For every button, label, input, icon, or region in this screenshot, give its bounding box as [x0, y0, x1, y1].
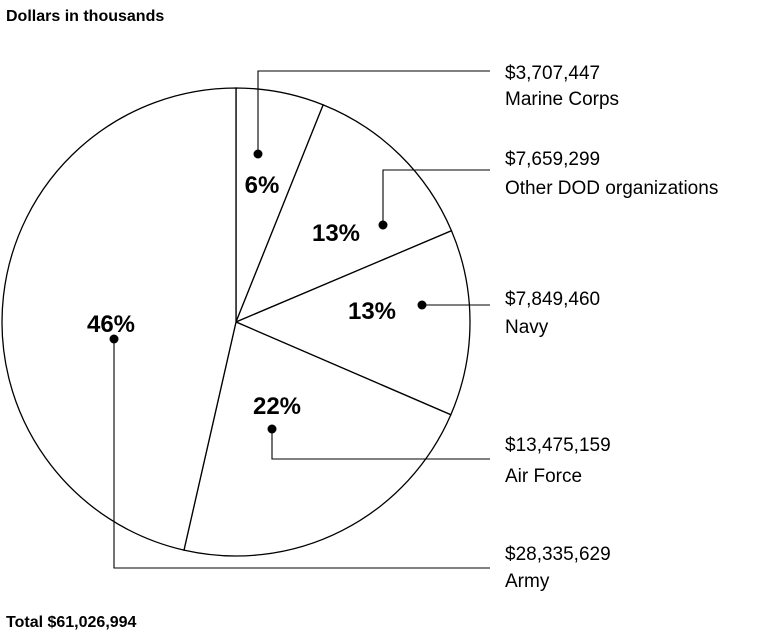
amount-label-marine-corps: $3,707,447: [505, 63, 600, 84]
name-label-air-force: Air Force: [505, 466, 582, 487]
percent-label-navy: 13%: [348, 298, 396, 325]
percent-label-army: 46%: [87, 311, 135, 338]
slice-labels: 6% $3,707,447 Marine Corps 13% $7,659,299 Oth…: [87, 63, 718, 592]
amount-label-air-force: $13,475,159: [505, 435, 611, 456]
leader-dot-air-force: [267, 424, 277, 434]
leader-line-army: [113, 339, 490, 569]
name-label-other-dod-organizations: Other DOD organizations: [505, 178, 718, 199]
slice-air-force: [183, 321, 452, 557]
units-label: Dollars in thousands: [6, 8, 164, 25]
leader-dot-other-dod-organizations: [378, 220, 388, 230]
leader-line-air-force: [271, 429, 490, 460]
percent-label-marine-corps: 6%: [245, 172, 280, 199]
name-label-army: Army: [505, 571, 550, 592]
leader-dot-marine-corps: [253, 149, 263, 159]
leader-line-other-dod-organizations: [382, 169, 490, 225]
pie-slices: [1, 87, 471, 557]
amount-label-other-dod-organizations: $7,659,299: [505, 149, 600, 170]
leader-line-marine-corps: [257, 70, 490, 154]
total-label: Total $61,026,994: [6, 614, 137, 631]
slice-navy: [234, 229, 471, 416]
leader-dot-navy: [417, 300, 427, 310]
leader-lines: [109, 70, 490, 569]
amount-label-navy: $7,849,460: [505, 289, 600, 310]
amount-label-army: $28,335,629: [505, 544, 611, 565]
percent-label-other-dod-organizations: 13%: [312, 220, 360, 247]
slice-other-dod-organizations: [234, 103, 453, 324]
name-label-navy: Navy: [505, 317, 549, 338]
percent-label-air-force: 22%: [253, 393, 301, 420]
slice-army: [1, 87, 237, 551]
name-label-marine-corps: Marine Corps: [505, 89, 619, 110]
leader-dot-army: [109, 334, 119, 344]
